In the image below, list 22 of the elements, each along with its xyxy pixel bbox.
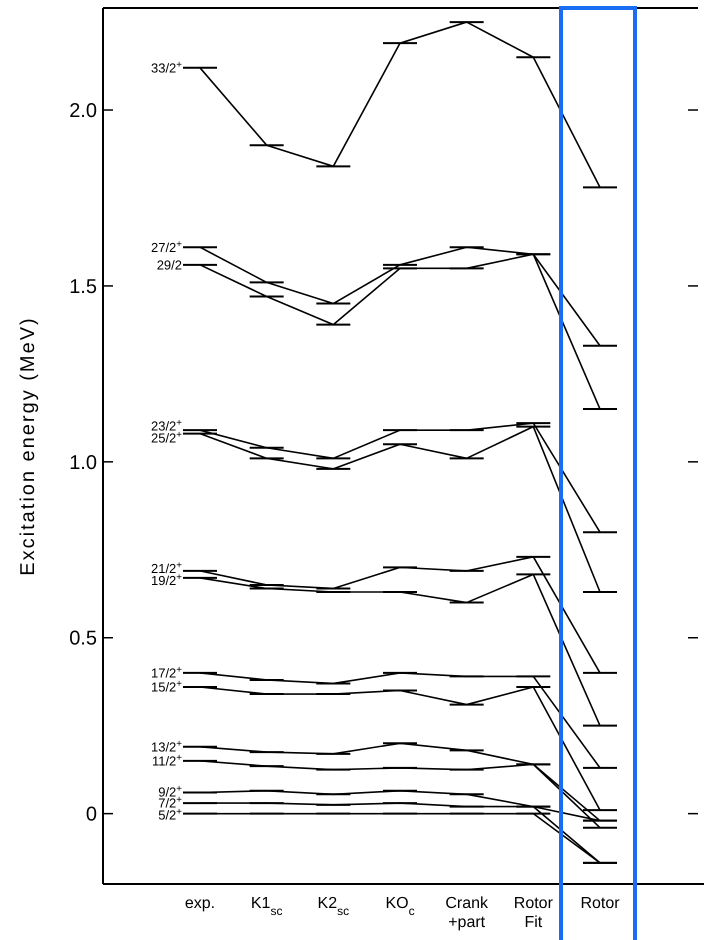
y-tick-label: 2.0 <box>69 100 97 122</box>
x-tick-label: Rotor Fit <box>514 895 554 931</box>
x-tick-label: Rotor <box>580 895 620 912</box>
legend-label: 27/2$^{+}$ <box>150 238 182 255</box>
legend-label: 33/2$^{+}$ <box>150 58 182 76</box>
legend-label: 13/2$^{+}$ <box>150 738 182 754</box>
y-tick-label: 0 <box>86 804 97 826</box>
legend-label: 15/2$^{+}$ <box>150 678 182 695</box>
legend-label: 11/2$^{+}$ <box>152 752 182 768</box>
legend-label: 21/2$^{+}$ <box>150 559 182 576</box>
y-tick-label: 1.0 <box>69 452 97 474</box>
y-axis-title: Excitation energy (MeV) <box>17 316 39 576</box>
legend-label: 23/2$^{+}$ <box>150 416 182 434</box>
y-tick-label: 0.5 <box>69 628 97 650</box>
x-tick-label: K1$_{sc}$ <box>250 895 282 918</box>
legend-label: 17/2$^{+}$ <box>150 664 182 680</box>
legend-label: 29/2 <box>156 257 182 272</box>
x-tick-label: KO$_{c}$ <box>385 895 415 918</box>
x-tick-label: Crank +part <box>445 895 490 931</box>
x-tick-label: exp. <box>184 895 216 912</box>
y-tick-label: 1.5 <box>69 276 97 298</box>
x-tick-label: K2$_{sc}$ <box>318 895 350 918</box>
